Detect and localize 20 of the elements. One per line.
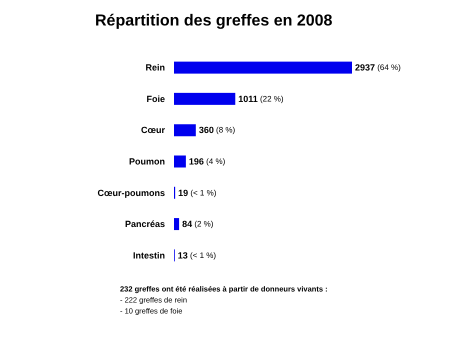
y-tick-label: Pancréas bbox=[124, 219, 165, 230]
y-tick-label: Intestin bbox=[132, 250, 165, 260]
bar bbox=[174, 62, 352, 74]
data-label: 360 (8 %) bbox=[198, 125, 236, 136]
data-label: 13 (< 1 %) bbox=[178, 250, 216, 260]
bar bbox=[174, 156, 186, 168]
y-tick-label: Cœur bbox=[141, 125, 166, 136]
data-label: 2937 (64 %) bbox=[355, 62, 402, 73]
data-label: 19 (< 1 %) bbox=[178, 188, 217, 198]
data-label: 84 (2 %) bbox=[182, 219, 214, 230]
bar bbox=[174, 124, 196, 136]
y-tick-label: Cœur-poumons bbox=[98, 188, 165, 198]
y-tick-label: Rein bbox=[145, 62, 165, 73]
y-tick-label: Poumon bbox=[129, 156, 165, 166]
data-label: 196 (4 %) bbox=[188, 156, 226, 166]
chart-title: Répartition des greffes en 2008 bbox=[95, 12, 333, 30]
bar bbox=[174, 92, 236, 105]
bar bbox=[174, 218, 180, 230]
y-tick-label: Foie bbox=[146, 94, 165, 104]
data-label: 1011 (22 %) bbox=[238, 94, 284, 104]
